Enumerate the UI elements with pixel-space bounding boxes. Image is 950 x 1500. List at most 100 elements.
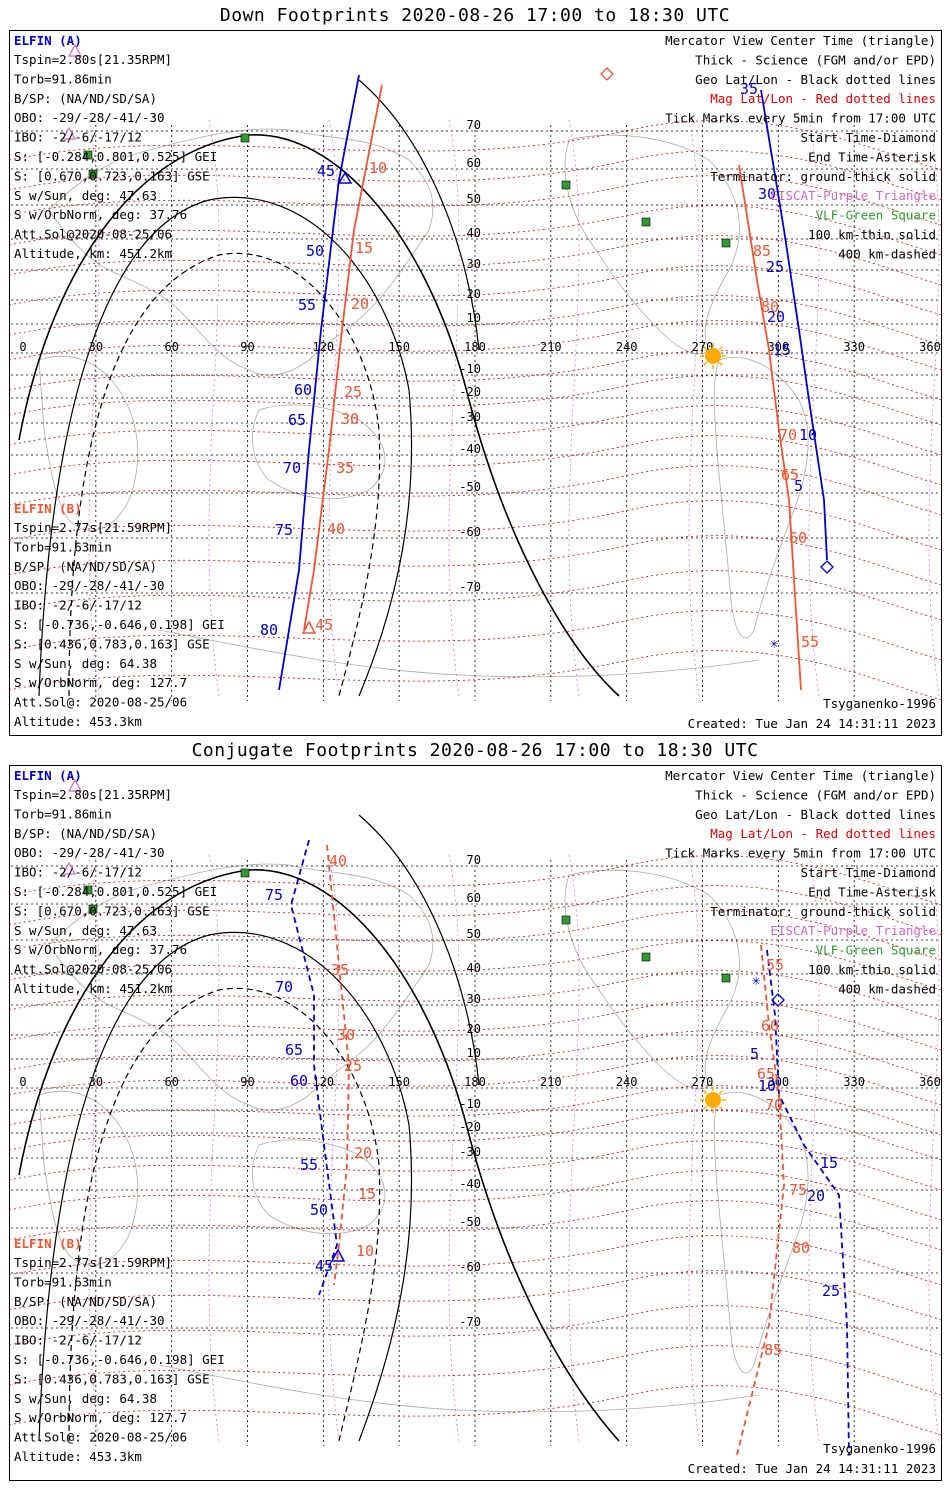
vlf-station-square xyxy=(240,868,250,878)
lon-tick-label: 240 xyxy=(616,340,638,354)
elfin-a-info-line: B/SP: (NA/ND/SD/SA) xyxy=(14,91,157,106)
elfin-a-info-line: S: [-0.284,0.801,0.525] GEI xyxy=(14,149,217,164)
sun-ray xyxy=(703,346,708,351)
mag-lat-line xyxy=(9,1140,942,1191)
elfin-a-track-label: 75 xyxy=(265,886,283,904)
legend-line: 400 km-dashed xyxy=(838,981,936,996)
elfin-a-track-label: 55 xyxy=(298,296,316,314)
lon-tick-label: 180 xyxy=(464,1075,486,1089)
lat-tick-label: 20 xyxy=(467,287,481,301)
mag-lon-line xyxy=(208,119,220,697)
lat-tick-label: -40 xyxy=(459,442,481,456)
lon-tick-label: 360 xyxy=(919,1075,941,1089)
elfin-b-track-label: 40 xyxy=(327,520,345,538)
coastline-5 xyxy=(158,1364,760,1413)
model-label: Tsyganenko-1996 xyxy=(823,1441,936,1456)
lat-tick-label: -50 xyxy=(459,1215,481,1229)
elfin-a-track-label: 15 xyxy=(820,1154,838,1172)
created-timestamp: Created: Tue Jan 24 14:31:11 2023 xyxy=(688,1461,936,1476)
mag-lat-line xyxy=(9,885,942,936)
legend-line: End Time-Asterisk xyxy=(808,884,936,899)
elfin-b-header: ELFIN (B) xyxy=(14,501,82,516)
mag-lon-line xyxy=(88,119,100,697)
elfin-b-info-line: B/SP: (NA/ND/SD/SA) xyxy=(14,1294,157,1309)
mag-lat-line xyxy=(9,1110,942,1161)
mag-lat-line xyxy=(9,405,942,456)
vlf-station-square xyxy=(641,217,651,227)
legend-line: VLF-Green Square xyxy=(816,943,936,958)
elfin-a-info-line: IBO: -2/-6/-17/12 xyxy=(14,865,142,880)
lat-tick-label: -60 xyxy=(459,525,481,539)
elfin-a-track-label: 50 xyxy=(306,242,324,260)
elfin-b-track-label: 30 xyxy=(337,1026,355,1044)
lat-tick-label: -60 xyxy=(459,1260,481,1274)
lat-tick-label: -20 xyxy=(459,1120,481,1134)
elfin-a-track-label: 45 xyxy=(317,162,335,180)
elfin-b-track-label: 35 xyxy=(331,961,349,979)
lat-tick-label: 70 xyxy=(467,118,481,132)
legend-line: Mag Lat/Lon - Red dotted lines xyxy=(710,826,936,841)
mag-lat-line xyxy=(9,1170,942,1221)
elfin-b-track-label: 85 xyxy=(764,1341,782,1359)
elfin-b-info-line: OBO: -29/-28/-41/-30 xyxy=(14,1313,165,1328)
vlf-station-square xyxy=(561,180,571,190)
elfin-b-track-label: 60 xyxy=(789,529,807,547)
created-timestamp: Created: Tue Jan 24 14:31:11 2023 xyxy=(688,716,936,731)
elfin-b-track-label: 45 xyxy=(315,616,333,634)
elfin-a-track-label: 5 xyxy=(794,477,803,495)
sun-ray xyxy=(703,1090,708,1095)
mag-lat-line xyxy=(9,1000,942,1051)
lon-tick-label: 0 xyxy=(19,1075,26,1089)
elfin-b-info-line: IBO: -2/-6/-17/12 xyxy=(14,1333,142,1348)
elfin-b-track-east xyxy=(738,164,802,691)
elfin-b-track-label: 25 xyxy=(344,383,362,401)
eiscat-triangle xyxy=(67,43,83,57)
lon-tick-label: 210 xyxy=(540,340,562,354)
sun-ray xyxy=(718,1105,723,1110)
elfin-a-track-label: 70 xyxy=(275,978,293,996)
elfin-b-track-label: 70 xyxy=(765,1096,783,1114)
elfin-b-track-west xyxy=(303,84,383,631)
elfin-b-info-line: OBO: -29/-28/-41/-30 xyxy=(14,578,165,593)
legend-line: End Time-Asterisk xyxy=(808,149,936,164)
elfin-a-track-label: 25 xyxy=(766,258,784,276)
mag-lon-line xyxy=(448,119,460,697)
mag-lat-line xyxy=(9,265,942,316)
mag-lat-line xyxy=(9,910,942,961)
elfin-b-info-line: Tspin=2.77s[21.59RPM] xyxy=(14,520,172,535)
center-time-triangle-a xyxy=(330,1248,346,1262)
legend-line: Mercator View Center Time (triangle) xyxy=(665,33,936,48)
lon-tick-label: 300 xyxy=(767,340,789,354)
mag-lat-line xyxy=(9,1030,942,1081)
elfin-b-info-line: IBO: -2/-6/-17/12 xyxy=(14,598,142,613)
elfin-b-info-line: Att.Sol@: 2020-08-25/06 xyxy=(14,695,187,710)
lat-tick-label: -30 xyxy=(459,1145,481,1159)
elfin-b-track-label: 20 xyxy=(351,295,369,313)
lat-tick-label: -70 xyxy=(459,580,481,594)
elfin-b-info-line: B/SP: (NA/ND/SD/SA) xyxy=(14,559,157,574)
elfin-b-track-label: 15 xyxy=(355,239,373,257)
mag-lat-line xyxy=(9,570,942,621)
start-time-diamond-b xyxy=(600,67,614,81)
elfin-a-info-line: Torb=91.86min xyxy=(14,71,112,86)
lat-tick-label: 60 xyxy=(467,156,481,170)
lat-tick-label: 10 xyxy=(467,311,481,325)
legend-line: Tick Marks every 5min from 17:00 UTC xyxy=(665,111,936,126)
vlf-station-square xyxy=(721,973,731,983)
elfin-b-track-label: 75 xyxy=(789,1181,807,1199)
coastline-5 xyxy=(158,629,760,678)
lat-tick-label: -50 xyxy=(459,480,481,494)
mag-lat-line xyxy=(9,350,942,401)
legend-line: Start Time-Diamond xyxy=(801,130,936,145)
vlf-station-square xyxy=(641,952,651,962)
down-footprints-title: Down Footprints 2020-08-26 17:00 to 18:3… xyxy=(219,5,731,26)
lat-tick-label: -40 xyxy=(459,1177,481,1191)
mag-lat-line xyxy=(9,855,942,906)
elfin-b-info-line: S w/Sun, deg: 64.38 xyxy=(14,1391,157,1406)
sun-ray xyxy=(718,346,723,351)
mag-lat-line xyxy=(9,970,942,1021)
coastline-4 xyxy=(713,357,809,639)
lon-tick-label: 210 xyxy=(540,1075,562,1089)
elfin-a-info-line: S w/Sun, deg: 47.63 xyxy=(14,188,157,203)
mag-lat-line xyxy=(9,1055,942,1106)
